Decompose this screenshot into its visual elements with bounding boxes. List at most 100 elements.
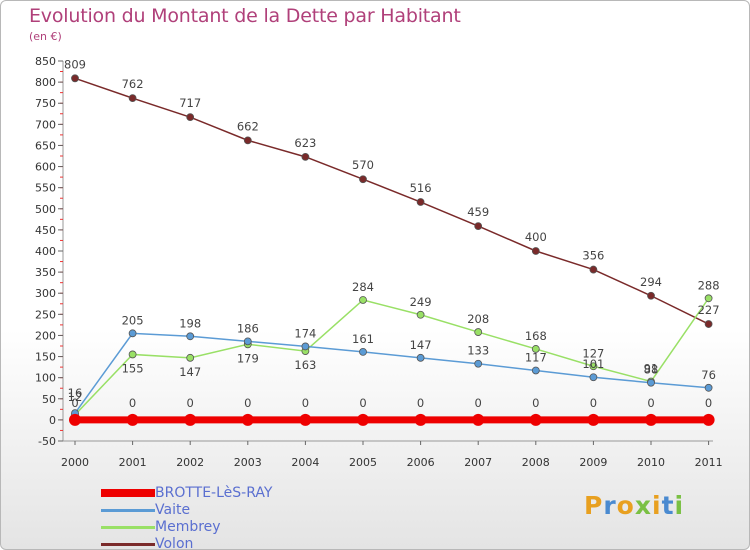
y-tick-label: 650: [35, 139, 56, 152]
data-label: 0: [359, 396, 366, 410]
data-label: 662: [237, 119, 259, 133]
data-label: 127: [582, 346, 604, 360]
axes: -50 0 50 100 150 200 250 300 350 400 450 500 550 600 6…: [35, 55, 723, 469]
data-point: [589, 362, 598, 371]
data-label: 168: [525, 329, 547, 343]
legend-swatch: [101, 509, 155, 512]
y-tick-label: 350: [35, 266, 56, 279]
data-point: [474, 222, 483, 230]
data-point: [587, 413, 600, 426]
chart-title: Evolution du Montant de la Dette par Hab…: [29, 5, 461, 27]
legend-swatch: [101, 489, 155, 497]
data-point: [243, 136, 252, 145]
data-point: [704, 294, 713, 303]
data-label: 0: [590, 396, 597, 410]
data-label: 12: [68, 390, 83, 404]
data-label: 174: [294, 326, 316, 340]
series-line-1: [74, 332, 709, 414]
data-point: [184, 413, 197, 426]
data-label: 117: [525, 350, 547, 364]
data-point: [128, 350, 137, 359]
data-point: [301, 152, 310, 161]
data-point: [126, 413, 139, 426]
data-label: 88: [644, 363, 659, 377]
y-tick-label: 700: [35, 118, 56, 131]
data-label: 208: [467, 312, 489, 326]
data-label: 0: [302, 396, 309, 410]
data-point: [704, 383, 713, 392]
data-point: [299, 413, 312, 426]
y-tick-label: 300: [35, 287, 56, 300]
series-line-2: [74, 297, 710, 416]
x-tick-label: 2007: [464, 456, 492, 469]
data-label: 249: [410, 295, 432, 309]
data-label: 294: [640, 275, 662, 289]
y-tick-label: 100: [35, 372, 56, 385]
x-tick-label: 2004: [291, 456, 319, 469]
data-label: 0: [71, 396, 78, 410]
data-label: 570: [352, 158, 374, 172]
x-tick-label: 2000: [61, 456, 89, 469]
data-point: [472, 413, 485, 426]
legend-label: Volon: [155, 536, 194, 550]
data-label: 0: [417, 396, 424, 410]
data-label: 91: [644, 361, 659, 375]
x-tick-label: 2006: [407, 456, 435, 469]
data-label: 0: [187, 396, 194, 410]
data-point: [704, 320, 713, 328]
data-label: 147: [179, 365, 201, 379]
data-label: 0: [532, 396, 539, 410]
x-tick-label: 2001: [119, 456, 147, 469]
data-labels: 809 762 717 662 623 570 516 459 400 356 294 227 12 15…: [64, 57, 720, 410]
data-label: 356: [582, 249, 604, 263]
data-label: 717: [179, 96, 201, 110]
series-line-3: [74, 77, 709, 325]
x-tick-label: 2003: [234, 456, 262, 469]
data-point: [416, 310, 425, 319]
data-label: 0: [244, 396, 251, 410]
data-label: 186: [237, 321, 259, 335]
data-label: 133: [467, 344, 489, 358]
data-label: 762: [122, 77, 144, 91]
data-label: 0: [705, 396, 712, 410]
legend-swatch: [101, 526, 155, 529]
data-label: 161: [352, 332, 374, 346]
x-tick-label: 2010: [637, 456, 665, 469]
data-label: 227: [698, 303, 720, 317]
data-point: [359, 296, 367, 304]
data-point: [414, 413, 427, 426]
data-label: 101: [582, 357, 604, 371]
data-point: [69, 413, 81, 426]
data-label: 179: [237, 351, 259, 365]
y-tick-label: 550: [35, 182, 56, 195]
x-tick-label: 2005: [349, 456, 377, 469]
data-label: 205: [122, 313, 144, 327]
y-tick-label: 750: [35, 97, 56, 110]
data-label: 400: [525, 230, 547, 244]
data-label: 809: [64, 57, 86, 71]
x-tick-label: 2002: [176, 456, 204, 469]
x-tick-label: 2011: [695, 456, 723, 469]
y-tick-label: 0: [49, 414, 56, 427]
data-label: 284: [352, 280, 374, 294]
y-tick-label: 50: [42, 393, 56, 406]
data-label: 163: [294, 358, 316, 372]
data-point: [186, 332, 195, 341]
y-tick-label: 200: [35, 329, 56, 342]
data-point: [474, 359, 483, 368]
data-point: [645, 413, 657, 426]
x-tick-label: 2008: [522, 456, 550, 469]
data-label: 0: [647, 396, 654, 410]
data-point: [241, 413, 254, 426]
data-label: 0: [475, 396, 482, 410]
data-point: [128, 94, 137, 103]
proxiti-logo: Proxiti: [584, 491, 685, 520]
y-tick-label: -50: [38, 435, 56, 448]
data-point: [186, 353, 195, 362]
y-tick-label: 450: [35, 224, 56, 237]
data-label: 0: [129, 396, 136, 410]
data-label: 155: [122, 361, 144, 375]
data-point: [357, 413, 369, 426]
